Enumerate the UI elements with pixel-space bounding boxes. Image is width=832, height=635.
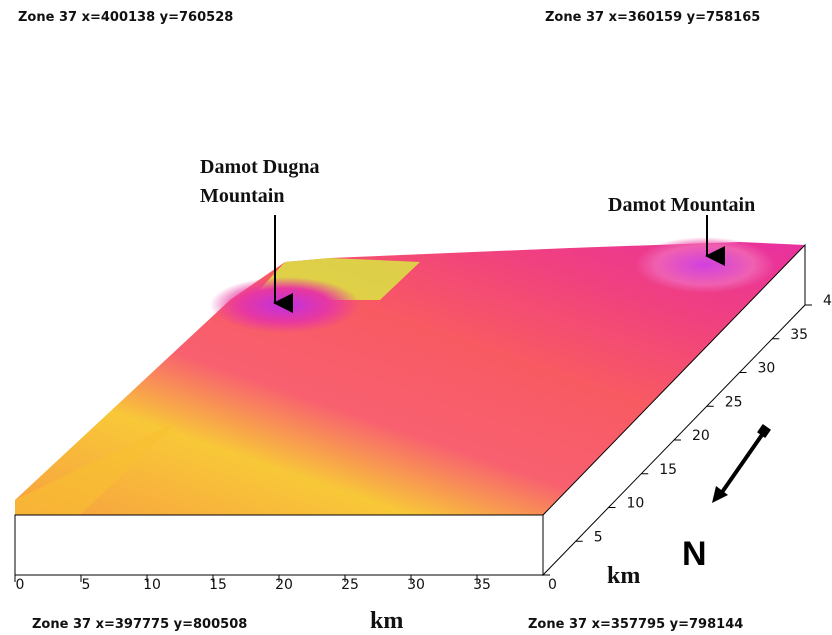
tick-label: 35 xyxy=(473,577,491,593)
tick-label: 15 xyxy=(209,577,227,593)
tick-label: 15 xyxy=(659,462,677,478)
north-label: N xyxy=(682,535,707,573)
corner-label: Zone 37 x=357795 y=798144 xyxy=(528,617,743,632)
tick-label: 0 xyxy=(16,577,25,593)
tick-label: 25 xyxy=(725,394,743,410)
axis-label: km xyxy=(607,563,640,589)
axis-label: km xyxy=(370,608,403,634)
tick-label: 10 xyxy=(143,577,161,593)
corner-label: Zone 37 x=360159 y=758165 xyxy=(545,10,760,25)
tick-label: 0 xyxy=(548,577,557,593)
tick-label: 30 xyxy=(758,361,776,377)
tick-label: 30 xyxy=(407,577,425,593)
corner-label: Zone 37 x=397775 y=800508 xyxy=(32,617,247,632)
tick-label: 40 xyxy=(823,293,832,309)
corner-label: Zone 37 x=400138 y=760528 xyxy=(18,10,233,25)
terrain-map: Zone 37 x=400138 y=760528 Zone 37 x=3601… xyxy=(0,0,832,635)
tick-label: 10 xyxy=(627,496,645,512)
tick-label: 20 xyxy=(275,577,293,593)
mountain-label: Damot Dugna xyxy=(200,156,319,178)
north-arrow xyxy=(718,432,764,498)
tick-label: 5 xyxy=(82,577,91,593)
tick-label: 25 xyxy=(341,577,359,593)
mountain-label: Mountain xyxy=(200,185,284,207)
mountain-label: Damot Mountain xyxy=(608,194,755,216)
terrain xyxy=(15,237,805,575)
tick-label: 5 xyxy=(594,529,603,545)
tick-label: 35 xyxy=(790,327,808,343)
tick-label: 20 xyxy=(692,428,710,444)
